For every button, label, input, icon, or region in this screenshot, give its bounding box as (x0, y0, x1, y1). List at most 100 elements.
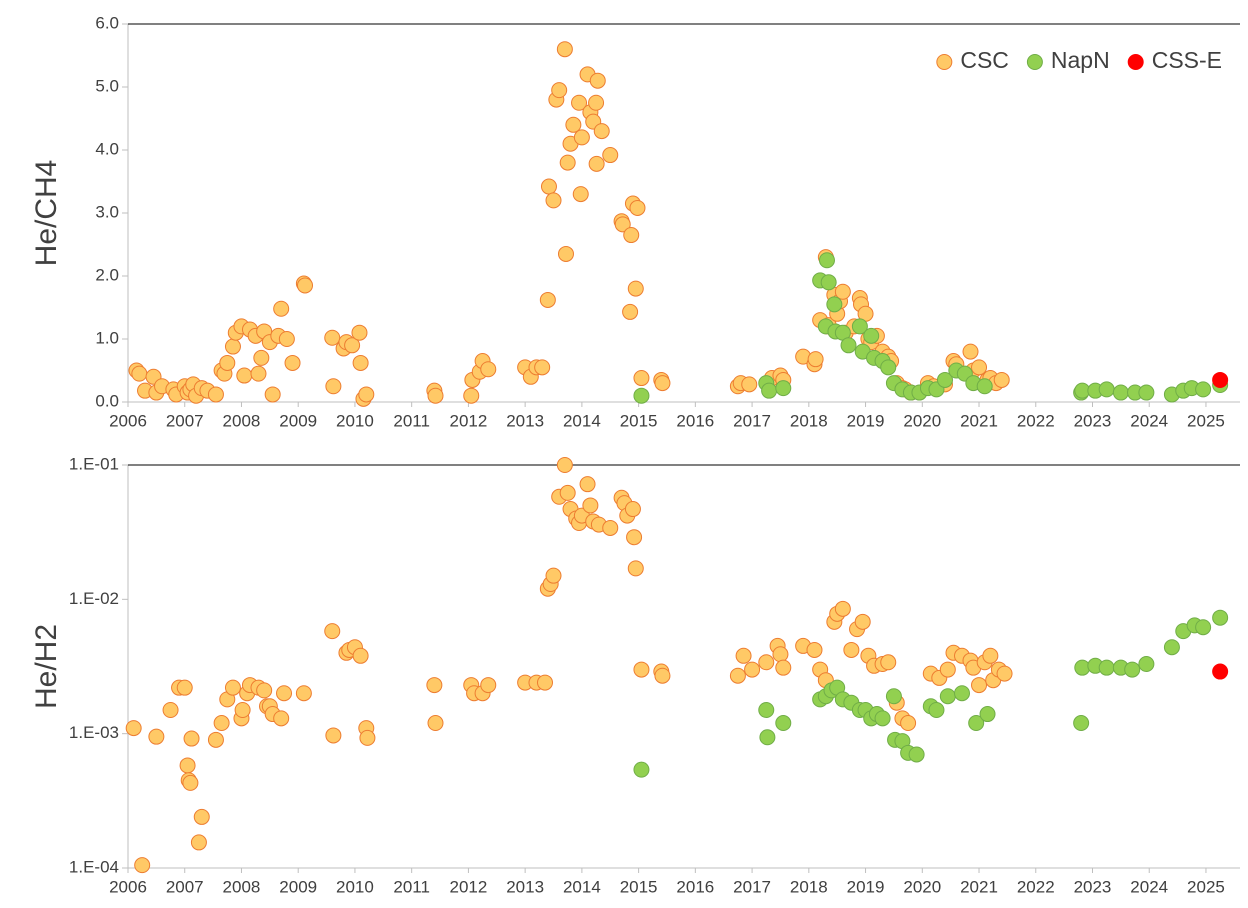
x-tick-label: 2007 (166, 877, 204, 896)
x-tick-label: 2008 (223, 877, 261, 896)
point (219, 354, 236, 371)
point (351, 324, 368, 341)
point (556, 41, 573, 58)
point (264, 386, 281, 403)
point (273, 300, 290, 317)
point (602, 519, 619, 536)
x-tick-label: 2022 (1017, 411, 1055, 430)
point (622, 303, 639, 320)
point (654, 667, 671, 684)
point (735, 647, 752, 664)
legend-label: CSS-E (1152, 47, 1222, 73)
point (654, 375, 671, 392)
point (775, 715, 792, 732)
point (775, 380, 792, 397)
point (537, 674, 553, 691)
point (633, 761, 650, 778)
point (253, 349, 270, 366)
point (758, 702, 775, 719)
x-tick-label: 2017 (733, 411, 771, 430)
x-tick-label: 2007 (166, 411, 204, 430)
point (1124, 661, 1141, 678)
point (593, 123, 610, 140)
y-tick-label: 3.0 (95, 202, 119, 221)
x-tick-label: 2023 (1074, 411, 1112, 430)
y-tick-label: 6.0 (95, 13, 119, 32)
point (162, 702, 179, 719)
point (843, 641, 860, 658)
point (928, 702, 945, 719)
point (996, 665, 1013, 682)
x-tick-label: 2016 (676, 877, 714, 896)
y-tick-label: 1.E-02 (69, 589, 119, 608)
point (565, 116, 582, 133)
x-tick-label: 2018 (790, 411, 828, 430)
x-tick-label: 2011 (393, 877, 430, 896)
point (954, 685, 970, 702)
y-tick-label: 1.E-03 (69, 723, 119, 742)
point (1074, 659, 1091, 676)
point (971, 359, 988, 376)
point (818, 252, 835, 269)
point (589, 72, 606, 89)
point (213, 715, 230, 732)
point (207, 386, 224, 403)
point (775, 659, 792, 676)
series-1 (633, 609, 1229, 778)
point (324, 329, 341, 346)
point (573, 129, 590, 146)
point (900, 715, 917, 732)
x-tick-label: 2014 (563, 877, 601, 896)
x-tick-label: 2021 (960, 877, 998, 896)
point (976, 378, 993, 395)
series-2 (1212, 663, 1229, 680)
x-tick-label: 2024 (1130, 877, 1168, 896)
point (880, 359, 897, 376)
point (556, 457, 573, 473)
x-tick-label: 2013 (506, 411, 544, 430)
point (582, 497, 599, 514)
x-tick-label: 2016 (676, 411, 714, 430)
series-1 (633, 252, 1229, 404)
x-tick-label: 2006 (109, 411, 147, 430)
point (627, 280, 644, 297)
point (134, 857, 151, 874)
point (193, 808, 210, 825)
point (148, 728, 165, 745)
point (358, 386, 375, 403)
point (971, 677, 988, 694)
y-tick-label: 4.0 (95, 139, 119, 158)
point (962, 343, 979, 360)
point (325, 378, 342, 395)
point (982, 647, 999, 664)
point (480, 361, 497, 378)
legend-label: NapN (1051, 47, 1110, 73)
point (297, 277, 314, 294)
x-tick-label: 2012 (449, 877, 487, 896)
point (623, 227, 640, 244)
point (427, 715, 444, 732)
point (276, 685, 293, 702)
point (179, 757, 196, 774)
point (1195, 619, 1212, 636)
point (234, 702, 251, 719)
point (758, 654, 775, 671)
point (1138, 656, 1155, 673)
point (545, 567, 562, 584)
x-tick-label: 2025 (1187, 411, 1225, 430)
point (851, 318, 868, 335)
point (826, 296, 843, 313)
point (325, 727, 342, 744)
x-tick-label: 2022 (1017, 877, 1055, 896)
point (571, 94, 588, 111)
x-tick-label: 2008 (223, 411, 261, 430)
point (772, 646, 789, 663)
x-tick-label: 2010 (336, 877, 374, 896)
x-tick-label: 2006 (109, 877, 147, 896)
point (278, 331, 295, 347)
point (633, 387, 650, 404)
x-tick-label: 2025 (1187, 877, 1225, 896)
x-tick-label: 2014 (563, 411, 601, 430)
point (324, 623, 341, 640)
y-tick-label: 1.E-01 (69, 454, 119, 473)
